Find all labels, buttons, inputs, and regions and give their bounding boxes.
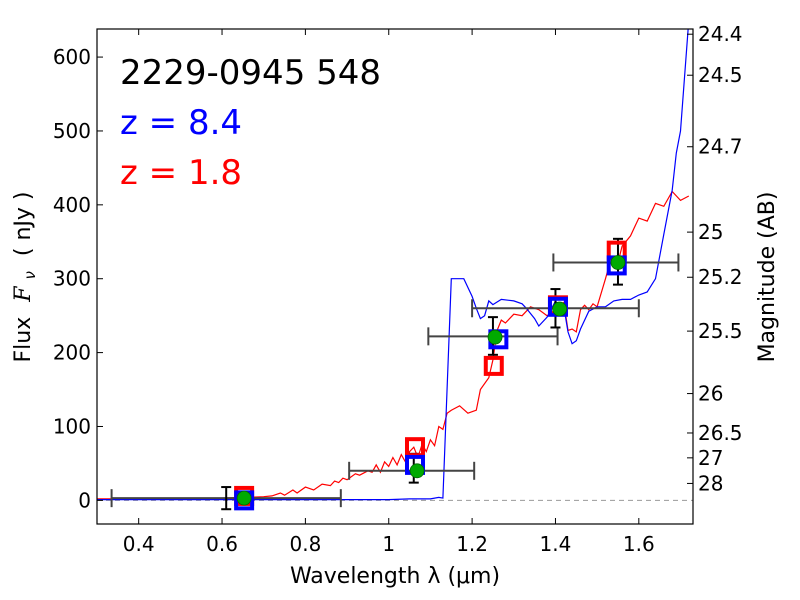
y-tick-label: 600 (53, 45, 91, 69)
y-axis-label: Flux F ν ( nJy ) (11, 192, 41, 363)
y2-axis-label: Magnitude (AB) (755, 192, 780, 363)
y2-tick-label: 25.2 (698, 265, 743, 289)
y-tick-label: 500 (53, 119, 91, 143)
redshift-high-label: z = 8.4 (120, 103, 242, 143)
observed-point-1 (409, 463, 425, 479)
y-tick-label: 0 (78, 488, 91, 512)
observed-point-2 (487, 329, 503, 345)
axis-ticks: 0.4 0.6 0.8 1 1.2 1.4 1.6 0 100 200 300 400 500 600 24… (53, 22, 743, 556)
y2-tick-label: 24.5 (698, 63, 743, 87)
x-tick-label: 1 (382, 532, 395, 556)
y-axis-label-unit: ( nJy ) (11, 192, 36, 257)
observed-point-3 (552, 301, 568, 317)
x-tick-label: 0.8 (289, 532, 321, 556)
plot-frame (96, 28, 694, 525)
y-axis-label-f: F (11, 286, 36, 303)
x-tick-label: 1.2 (456, 532, 488, 556)
y-tick-label: 300 (53, 267, 91, 291)
error-bars (110, 237, 680, 511)
template-lines (97, 29, 690, 501)
y2-tick-label: 28 (698, 471, 723, 495)
y-tick-label: 200 (53, 341, 91, 365)
template-line-z8-4 (97, 29, 689, 501)
observed-point-0 (236, 490, 252, 506)
model-markers (234, 240, 627, 511)
observed-points (236, 255, 626, 506)
y2-tick-label: 24.7 (698, 135, 743, 159)
y2-tick-label: 26.5 (698, 421, 743, 445)
model-marker-z1-8-2 (483, 355, 504, 376)
y2-tick-label: 26 (698, 382, 723, 406)
y-tick-label: 400 (53, 193, 91, 217)
y2-tick-label: 27 (698, 446, 723, 470)
template-line-z1-8 (97, 190, 690, 500)
object-id-label: 2229-0945 548 (120, 53, 381, 93)
y-tick-label: 100 (53, 414, 91, 438)
y2-tick-label: 25 (698, 220, 723, 244)
x-axis-label: Wavelength λ (μm) (290, 564, 500, 589)
x-tick-label: 0.6 (206, 532, 238, 556)
y2-tick-label: 25.5 (698, 319, 743, 343)
y-axis-label-nu: ν (21, 271, 39, 279)
x-tick-label: 1.4 (540, 532, 572, 556)
y-axis-label-flux: Flux (11, 317, 36, 363)
x-tick-label: 1.6 (623, 532, 655, 556)
redshift-low-label: z = 1.8 (120, 153, 242, 193)
x-tick-label: 0.4 (123, 532, 155, 556)
observed-point-4 (610, 255, 626, 270)
error-bar-0 (110, 486, 342, 511)
y2-tick-label: 24.4 (698, 22, 743, 46)
